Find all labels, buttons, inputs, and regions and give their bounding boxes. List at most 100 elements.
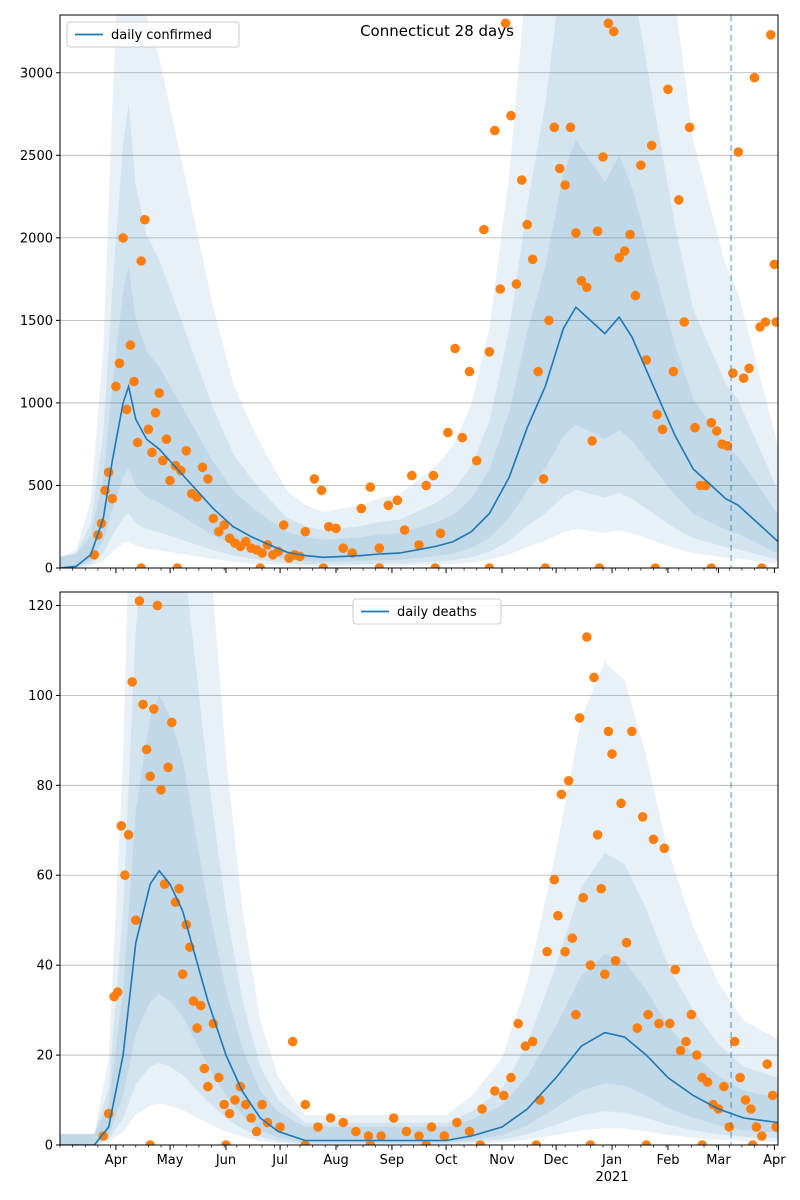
data-point: [383, 500, 394, 511]
data-point: [531, 1140, 542, 1145]
data-point: [549, 122, 560, 133]
uncertainty-band: [60, 15, 778, 568]
data-point: [118, 233, 128, 243]
data-point: [143, 424, 154, 435]
confirmed-chart: 0 500 1000 1500 2000 2500 3000 Connecticut 28 d…: [20, 14, 779, 577]
plot-frame: [59, 591, 779, 1146]
data-point: [616, 798, 626, 809]
data-point: [527, 1036, 538, 1047]
data-point: [316, 485, 327, 496]
data-point: [576, 276, 587, 286]
data-point: [278, 520, 289, 530]
y-tick-label: 1000: [20, 396, 53, 411]
data-point: [513, 1018, 523, 1029]
data-point: [589, 672, 599, 683]
x-tick-label: Jul: [271, 1153, 288, 1168]
data-point: [163, 762, 173, 773]
data-point: [154, 388, 164, 398]
data-point: [490, 1086, 500, 1096]
data-point: [295, 551, 305, 562]
data-point: [746, 1104, 756, 1114]
data-point: [542, 946, 552, 957]
y-tick-label: 2000: [20, 231, 53, 246]
y-tick-label: 3000: [20, 66, 53, 81]
data-point: [538, 474, 549, 484]
data-point: [300, 1099, 311, 1110]
data-point: [159, 879, 170, 889]
data-point: [309, 474, 320, 484]
data-point: [221, 1140, 231, 1145]
data-point: [147, 447, 157, 458]
data-point: [176, 465, 186, 476]
y-axis: 0 20 40 60 80 100 120: [28, 599, 60, 1154]
data-point: [428, 470, 439, 481]
data-point: [158, 455, 168, 466]
uncertainty-band: [60, 695, 778, 1145]
data-point: [679, 317, 689, 327]
data-point: [767, 1090, 778, 1101]
data-point: [711, 426, 722, 436]
x-axis: Apr May Jun Jul Aug Sep Oct Nov Dec Jan Feb Mar Apr 2…: [59, 1145, 786, 1185]
data-point: [627, 726, 637, 737]
data-point: [300, 1140, 311, 1145]
data-point: [324, 521, 334, 532]
data-point: [598, 152, 608, 162]
data-point: [697, 1140, 707, 1145]
data-point: [167, 717, 177, 728]
data-point: [120, 870, 130, 880]
data-point: [621, 937, 632, 948]
data-point: [457, 432, 468, 443]
data-point: [127, 677, 137, 687]
uncertainty-band: [60, 592, 778, 1145]
data-point: [430, 563, 440, 568]
data-point: [313, 1122, 323, 1132]
data-point: [554, 163, 565, 174]
data-point: [619, 246, 630, 256]
data-point: [107, 493, 118, 504]
x-tick-label: Sep: [380, 1153, 405, 1168]
year-label: 2021: [595, 1170, 628, 1185]
deaths-chart: 0 20 40 60 80 100 120 Apr May Jun Jul Aug Sep Oct Nov D…: [28, 591, 786, 1185]
data-point: [138, 699, 148, 710]
plot-frame: [59, 14, 779, 569]
data-point: [582, 282, 592, 293]
data-point: [762, 1059, 772, 1069]
data-point: [674, 195, 684, 205]
data-point: [565, 122, 576, 133]
y-tick-label: 1500: [20, 314, 53, 329]
x-tick-label: May: [157, 1153, 184, 1168]
data-point: [506, 1072, 516, 1083]
series-line: [60, 305, 778, 568]
data-point: [129, 376, 139, 387]
data-point: [630, 290, 641, 301]
data-point: [152, 600, 163, 611]
chart-title: Connecticut 28 days: [360, 22, 514, 40]
data-point: [443, 427, 453, 438]
data-point: [392, 495, 403, 506]
data-point: [681, 1036, 691, 1047]
data-point: [471, 455, 482, 466]
data-point: [287, 1036, 298, 1047]
data-point: [136, 563, 146, 568]
data-point: [435, 528, 446, 539]
data-point: [740, 1095, 751, 1105]
data-point: [203, 474, 213, 484]
data-point: [757, 1131, 767, 1141]
data-point: [275, 1122, 285, 1132]
data-point: [665, 1018, 675, 1029]
data-point: [490, 125, 500, 136]
x-axis: [59, 568, 775, 573]
data-point: [632, 1023, 643, 1033]
data-point: [356, 503, 367, 514]
legend: daily confirmed: [66, 21, 240, 48]
data-point: [426, 1122, 437, 1132]
data-point: [351, 1126, 361, 1137]
series-line: [60, 869, 778, 1145]
data-point: [125, 340, 136, 350]
data-point: [738, 373, 749, 384]
data-point: [121, 404, 132, 415]
data-point: [585, 1140, 596, 1145]
data-point: [219, 520, 229, 530]
data-point: [563, 776, 574, 786]
data-point: [760, 317, 771, 327]
